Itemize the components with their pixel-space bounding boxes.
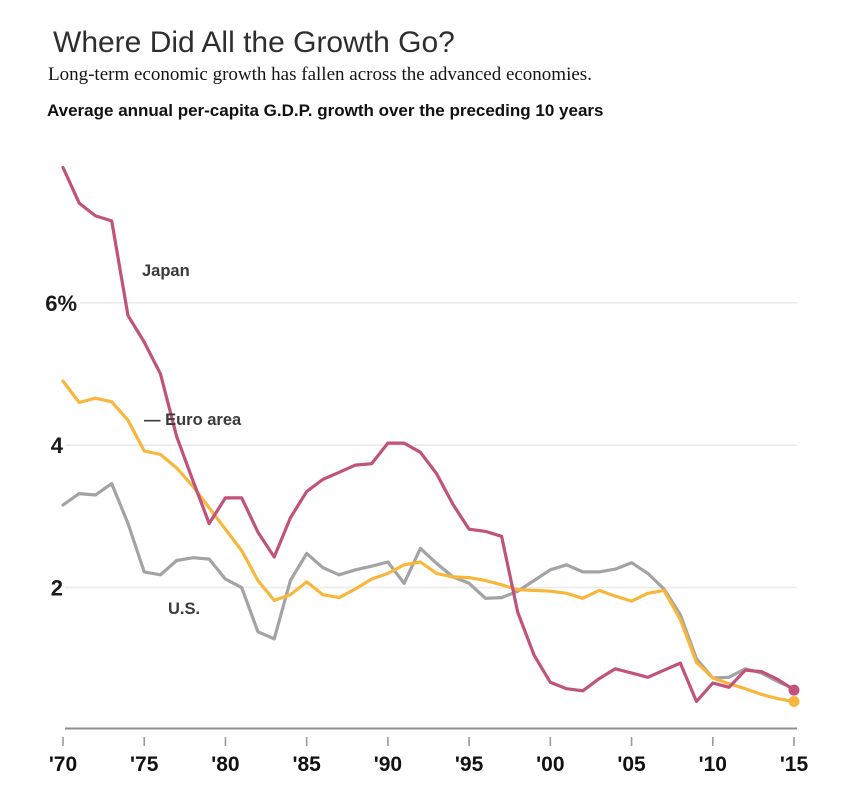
series-label-us: U.S. bbox=[168, 600, 201, 618]
x-tick-label: '85 bbox=[292, 753, 321, 776]
series-label-euro-area: — Euro area bbox=[144, 411, 242, 429]
x-tick-label: '00 bbox=[536, 753, 564, 776]
euro-area-end-dot bbox=[788, 696, 800, 708]
japan-line bbox=[61, 165, 796, 704]
x-tick-label: '15 bbox=[780, 753, 809, 776]
x-tick-label: '05 bbox=[617, 753, 646, 776]
x-tick-label: '10 bbox=[699, 753, 727, 776]
y-tick-label: 4 bbox=[51, 433, 64, 458]
measure-label: Average annual per-capita G.D.P. growth … bbox=[47, 101, 604, 120]
u-s-line bbox=[61, 482, 796, 691]
japan-end-dot bbox=[788, 684, 800, 696]
series-label-japan: Japan bbox=[142, 262, 190, 280]
x-tick-label: '80 bbox=[211, 753, 239, 776]
page-title: Where Did All the Growth Go? bbox=[53, 26, 455, 59]
y-tick-label: 2 bbox=[51, 576, 63, 601]
euro-area-line bbox=[61, 379, 796, 704]
x-tick-label: '75 bbox=[130, 753, 159, 776]
x-tick-label: '90 bbox=[374, 753, 402, 776]
y-tick-label: 6% bbox=[45, 291, 77, 316]
page-subtitle: Long-term economic growth has fallen acr… bbox=[48, 64, 592, 85]
x-tick-label: '70 bbox=[49, 753, 77, 776]
x-tick-label: '95 bbox=[455, 753, 484, 776]
